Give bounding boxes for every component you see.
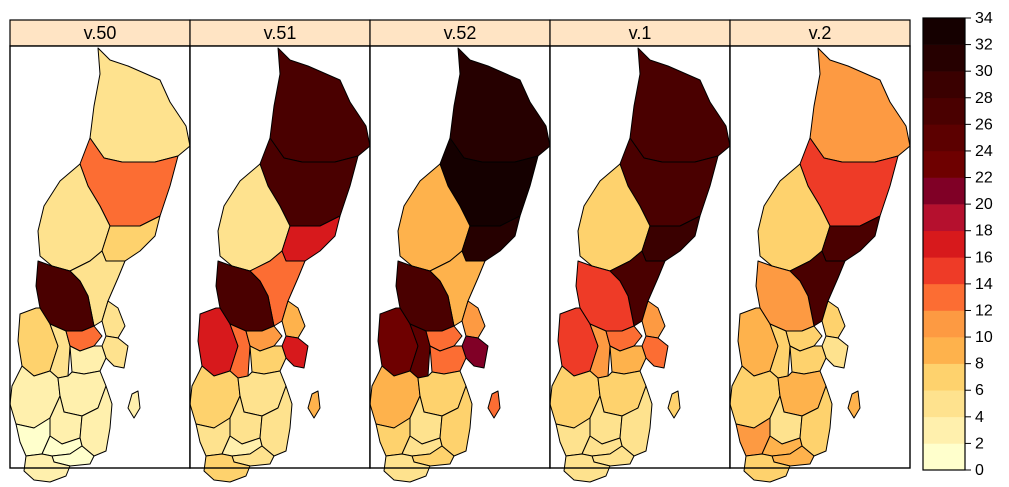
sweden-map [9,47,191,483]
region-sod [69,345,107,375]
panel-label: v.50 [84,23,117,43]
legend-tick-label: 28 [975,90,993,107]
legend-swatch [923,97,965,125]
legend-tick-label: 12 [975,302,993,319]
legend-tick-label: 26 [975,116,993,133]
map-panel: v.50 [9,19,191,483]
legend-tick-label: 0 [975,462,984,479]
legend-swatch [923,283,965,311]
legend-tick-label: 8 [975,356,984,373]
legend-swatch [923,44,965,72]
legend-swatch [923,443,965,471]
legend-swatch [923,124,965,152]
legend-swatch [923,310,965,338]
legend-swatch [923,71,965,99]
panel-label: v.52 [444,23,477,43]
region-sod [789,345,827,375]
legend-swatch [923,150,965,178]
map-panel: v.2 [729,19,911,483]
legend-swatch [923,204,965,232]
legend-swatch [923,18,965,45]
legend-tick-label: 18 [975,223,993,240]
legend-swatch [923,257,965,285]
region-got [667,390,681,419]
legend-swatch [923,416,965,444]
region-sod [609,345,647,375]
map-panel: v.1 [549,19,731,483]
legend-swatch [923,177,965,205]
region-got [307,390,321,419]
map-panel: v.52 [369,19,551,483]
legend-tick-label: 4 [975,409,984,426]
legend-swatch [923,230,965,258]
legend-swatch [923,390,965,418]
panel-label: v.2 [809,23,832,43]
panels-layer: v.50 v.51 v.52 v.1 v.2 [9,19,911,483]
region-sod [249,345,287,375]
map-panel: v.51 [189,19,371,483]
legend-tick-label: 10 [975,329,993,346]
sweden-map [549,47,731,483]
region-sod [429,345,467,375]
sweden-map [729,47,911,483]
legend-tick-label: 14 [975,276,993,293]
sweden-map [369,47,551,483]
legend-tick-label: 20 [975,196,993,213]
legend-swatch [923,363,965,391]
legend-tick-label: 32 [975,37,993,54]
legend-swatch [923,337,965,364]
legend-tick-label: 22 [975,170,993,187]
legend-frame [922,17,966,471]
panel-label: v.1 [629,23,652,43]
region-got [487,390,501,419]
panel-label: v.51 [264,23,297,43]
region-got [127,390,141,419]
panel-strip [369,19,551,47]
panel-strip [9,19,191,47]
legend-tick-label: 2 [975,435,984,452]
legend-tick-label: 24 [975,143,993,160]
region-got [847,390,861,419]
legend-tick-label: 34 [975,10,993,27]
legend-tick-label: 6 [975,382,984,399]
legend-tick-label: 30 [975,63,993,80]
panel-border [729,45,911,469]
sweden-map [189,47,371,483]
legend-tick-label: 16 [975,249,993,266]
